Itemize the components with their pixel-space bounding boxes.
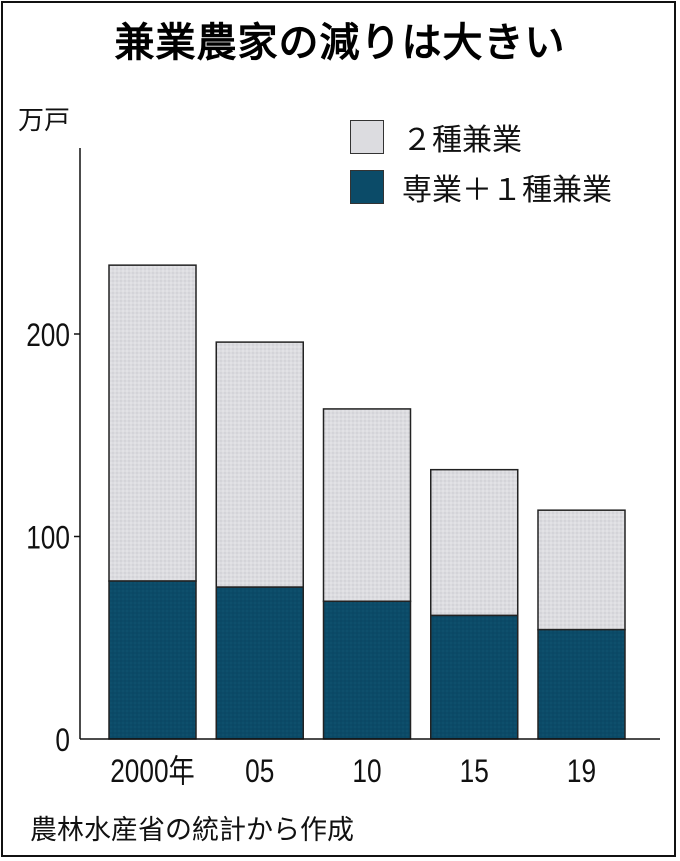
bar-segment-second bbox=[215, 341, 304, 588]
x-tick-label: 19 bbox=[567, 755, 596, 790]
y-axis: 0 100 200 bbox=[26, 148, 81, 759]
y-axis-unit-label: 万戸 bbox=[18, 106, 71, 136]
legend-label-first: 専業＋１種兼業 bbox=[402, 173, 612, 208]
bar-segment-first bbox=[537, 628, 626, 740]
bar-segment-second bbox=[537, 509, 626, 631]
legend-item-first: 専業＋１種兼業 bbox=[350, 162, 612, 212]
legend-swatch-second-icon bbox=[350, 120, 384, 154]
bar-group bbox=[430, 468, 519, 740]
legend-swatch-first-icon bbox=[350, 170, 384, 204]
legend-label-second: ２種兼業 bbox=[402, 123, 522, 158]
chart-title: 兼業農家の減りは大きい bbox=[114, 20, 566, 66]
x-tick-label: 15 bbox=[460, 755, 489, 790]
bar-group bbox=[322, 408, 412, 740]
bar-segment-first bbox=[430, 614, 519, 740]
bar-segment-first bbox=[322, 600, 412, 740]
legend: ２種兼業 専業＋１種兼業 bbox=[350, 112, 612, 212]
x-tick-label: 05 bbox=[245, 755, 274, 790]
legend-item-second: ２種兼業 bbox=[350, 112, 612, 162]
bar-segment-first bbox=[215, 586, 304, 740]
bar-segment-first bbox=[108, 580, 197, 740]
y-tick-label: 100 bbox=[26, 521, 70, 556]
y-tick-label: 200 bbox=[26, 319, 70, 354]
bars bbox=[108, 264, 626, 740]
bar-group bbox=[108, 264, 197, 740]
y-tick-label: 0 bbox=[55, 724, 70, 759]
source-note: 農林水産省の統計から作成 bbox=[30, 815, 354, 846]
bar-segment-second bbox=[322, 408, 412, 603]
bar-segment-second bbox=[108, 264, 197, 582]
x-tick-label: 2000年 bbox=[110, 754, 195, 790]
bar-group bbox=[537, 509, 626, 740]
x-tick-label: 10 bbox=[352, 755, 381, 790]
bar-segment-second bbox=[430, 468, 519, 617]
bar-group bbox=[215, 341, 304, 740]
x-axis: 2000年 05 10 15 19 bbox=[80, 738, 660, 790]
